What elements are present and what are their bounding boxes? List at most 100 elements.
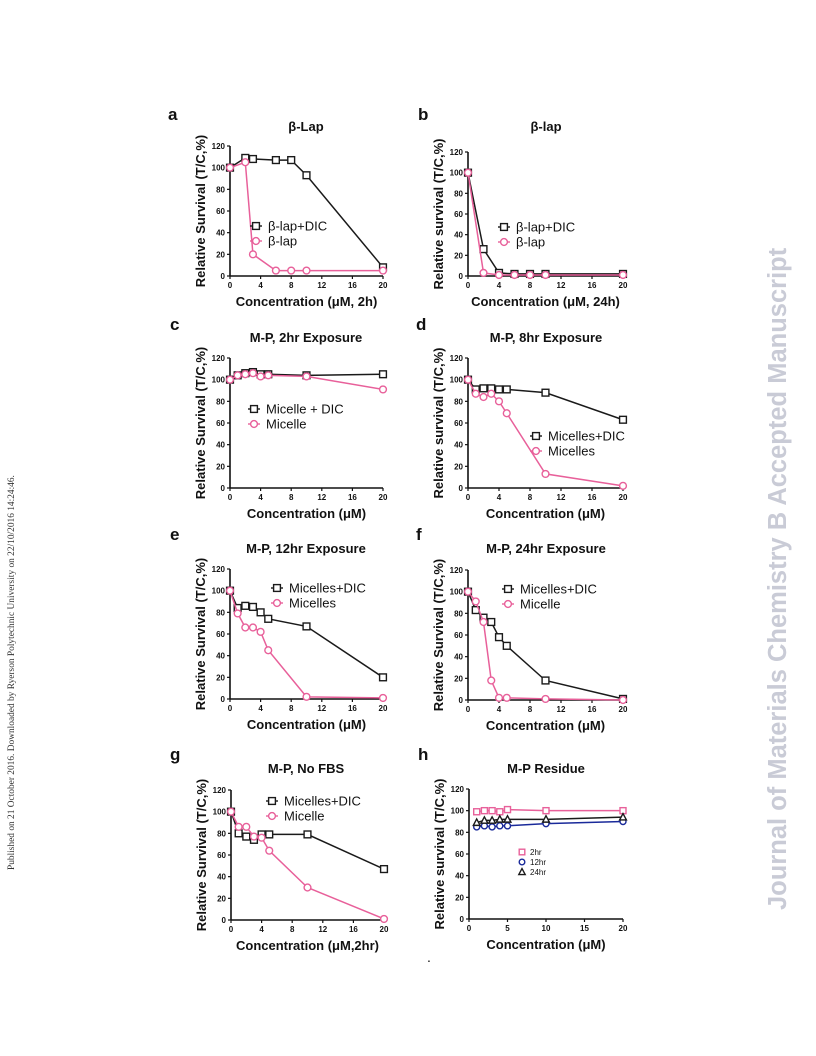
legend-marker — [499, 237, 509, 247]
data-point — [248, 623, 258, 632]
data-point — [234, 829, 243, 838]
x-tick-label: 4 — [497, 281, 502, 290]
y-tick-label: 20 — [217, 894, 226, 903]
panel-letter: h — [418, 745, 428, 764]
series-1 — [463, 587, 628, 705]
y-tick-label: 20 — [216, 250, 225, 259]
x-tick-label: 12 — [317, 493, 326, 502]
x-tick-label: 8 — [289, 704, 294, 713]
data-point — [242, 832, 251, 841]
panel-letter: c — [170, 315, 179, 334]
data-point — [241, 601, 250, 610]
legend-label: β-lap+DIC — [268, 219, 327, 234]
data-point — [479, 392, 488, 402]
data-point — [479, 268, 488, 278]
x-tick-label: 4 — [497, 705, 502, 714]
series-1 — [463, 168, 628, 280]
data-point — [495, 814, 505, 823]
y-tick-label: 80 — [454, 397, 463, 406]
y-tick-label: 120 — [450, 354, 464, 363]
legend-marker — [267, 796, 277, 806]
legend-label: Micelles+DIC — [284, 794, 361, 809]
legend-label: 12hr — [530, 858, 546, 867]
y-tick-label: 120 — [212, 142, 226, 151]
data-point — [233, 609, 242, 618]
x-tick-label: 0 — [228, 281, 233, 290]
y-tick-label: 0 — [459, 484, 464, 493]
y-tick-label: 60 — [217, 851, 226, 860]
data-point — [463, 168, 473, 177]
data-point — [487, 676, 496, 685]
legend-marker — [518, 848, 526, 856]
y-tick-label: 40 — [216, 229, 225, 238]
panel-title: M-P, No FBS — [268, 761, 345, 776]
data-point — [479, 815, 489, 824]
data-point — [271, 155, 281, 165]
y-tick-label: 40 — [216, 441, 225, 450]
panel-f: f M-P, 24hr Exposure 0 20 40 60 80 100 120 0 4 8 12 1… — [416, 525, 628, 733]
legend-marker — [531, 431, 541, 441]
data-point — [248, 602, 258, 612]
data-point — [302, 171, 311, 180]
data-point — [618, 695, 628, 705]
data-point — [302, 266, 311, 275]
data-point — [496, 822, 504, 830]
x-tick-label: 12 — [557, 705, 566, 714]
data-point — [541, 270, 550, 280]
y-tick-label: 100 — [450, 376, 464, 385]
publication-sideline: Published on 21 October 2016. Downloaded… — [7, 475, 17, 870]
x-tick-label: 20 — [619, 281, 628, 290]
x-tick-label: 16 — [348, 704, 357, 713]
data-point — [264, 646, 273, 655]
data-point — [378, 266, 388, 275]
footer-mark: . — [427, 949, 431, 965]
series-0 — [473, 805, 627, 816]
data-point — [618, 812, 628, 821]
panel-letter: f — [416, 525, 422, 544]
series-1 — [463, 375, 628, 490]
data-point — [225, 163, 235, 172]
y-tick-label: 100 — [213, 808, 227, 817]
legend-label: β-lap+DIC — [516, 220, 575, 235]
series-1 — [226, 807, 389, 924]
x-tick-label: 4 — [259, 925, 264, 934]
legend-marker — [517, 867, 527, 876]
y-tick-label: 60 — [216, 630, 225, 639]
legend-label: β-lap — [516, 235, 545, 250]
data-point — [225, 375, 235, 384]
x-tick-label: 16 — [588, 493, 597, 502]
y-tick-label: 80 — [454, 609, 463, 618]
y-tick-label: 40 — [217, 873, 226, 882]
x-tick-label: 0 — [228, 493, 233, 502]
data-point — [542, 806, 550, 815]
data-point — [378, 693, 388, 703]
series-0 — [225, 586, 388, 682]
x-axis-label: Concentration (μM, 2h) — [236, 294, 378, 309]
panel-letter: d — [416, 315, 426, 334]
data-point — [541, 388, 550, 397]
legend-label: Micelles — [289, 596, 336, 611]
data-point — [287, 155, 296, 165]
panel-letter: g — [170, 745, 180, 764]
legend-label: Micelles — [548, 444, 595, 459]
x-tick-label: 12 — [557, 281, 566, 290]
legend-label: Micelles+DIC — [548, 429, 625, 444]
y-tick-label: 100 — [450, 169, 464, 178]
data-point — [378, 673, 388, 682]
data-point — [494, 693, 504, 702]
data-point — [241, 158, 250, 167]
data-point — [480, 806, 489, 815]
series-2 — [472, 812, 628, 827]
journal-watermark: Journal of Materials Chemistry B Accepte… — [764, 247, 792, 910]
data-point — [496, 808, 504, 816]
data-point — [302, 692, 311, 701]
data-point — [618, 270, 628, 280]
data-point — [502, 409, 511, 418]
data-point — [510, 270, 519, 280]
series-1 — [225, 586, 388, 703]
y-tick-label: 0 — [459, 696, 464, 705]
legend-label: Micelle — [284, 809, 324, 824]
